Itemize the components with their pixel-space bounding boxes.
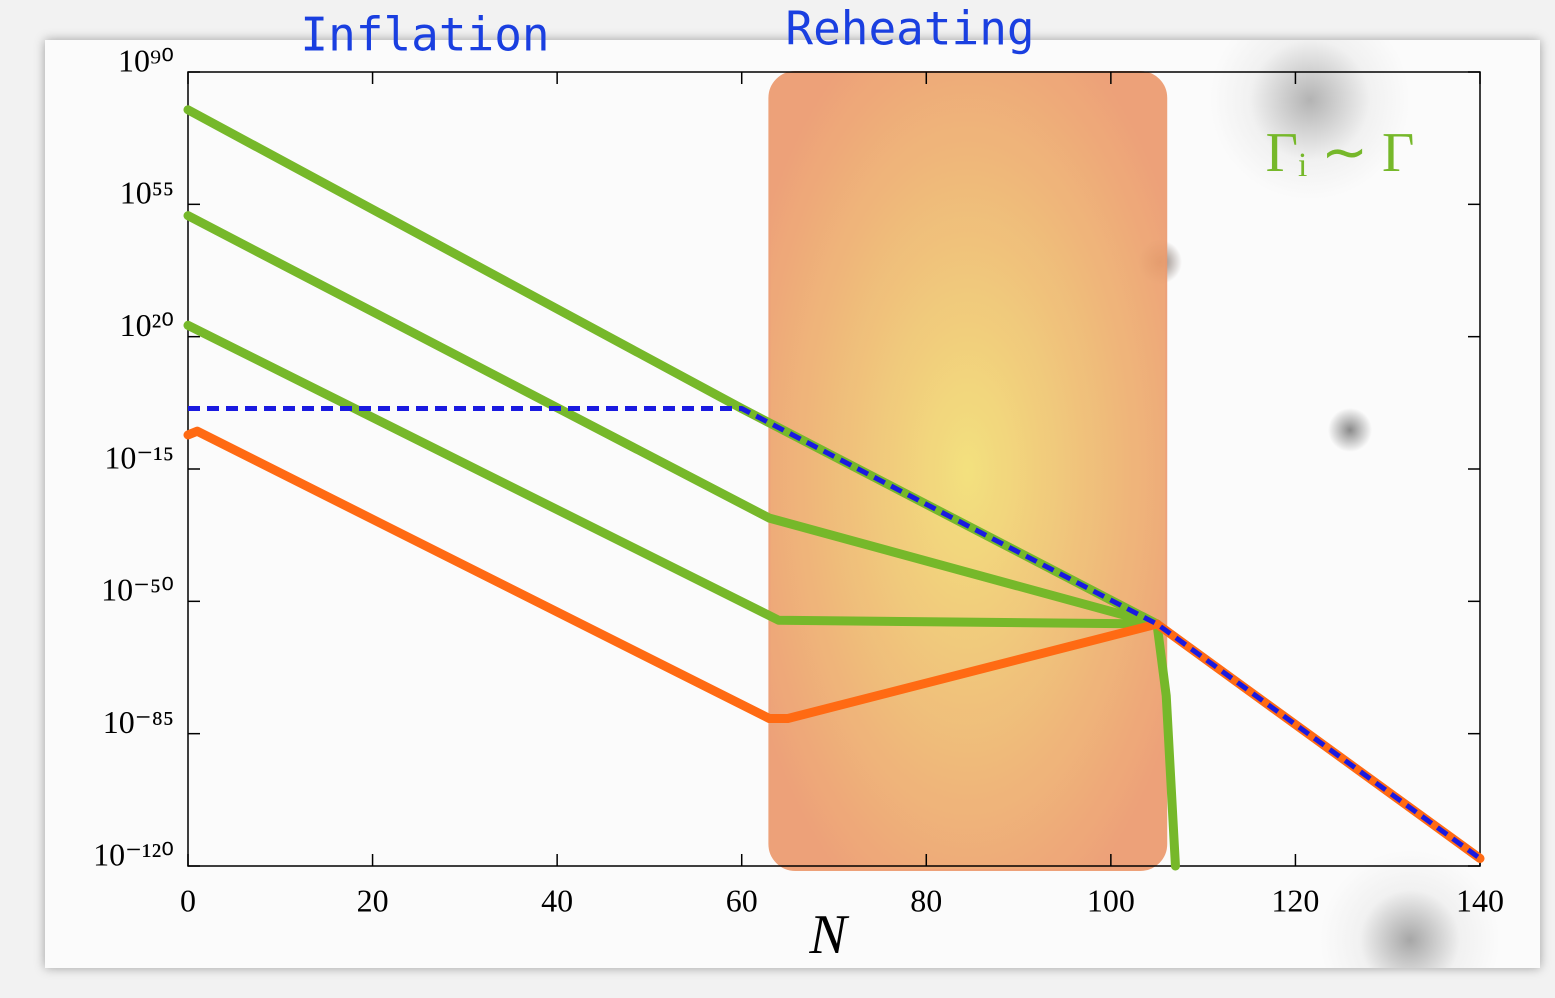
y-tick-label: 10⁻¹⁵	[104, 439, 174, 475]
x-tick-label: 120	[1271, 882, 1319, 918]
x-tick-label: 80	[910, 882, 942, 918]
x-tick-label: 60	[726, 882, 758, 918]
series-line	[183, 211, 1162, 629]
y-tick-label: 10⁵⁵	[120, 175, 174, 211]
x-tick-label: 0	[180, 882, 196, 918]
y-tick-label: 10⁻⁸⁵	[103, 704, 174, 740]
annotation: Inflation	[300, 8, 549, 62]
x-axis-label: N	[808, 904, 849, 966]
y-tick-label: 10⁻¹²⁰	[93, 836, 174, 872]
series-line	[188, 406, 1482, 861]
series-line	[183, 320, 1162, 629]
y-tick-label: 10⁹⁰	[118, 42, 174, 78]
x-tick-label: 20	[357, 882, 389, 918]
y-tick-label: 10⁻⁵⁰	[101, 572, 174, 608]
x-tick-label: 140	[1456, 882, 1504, 918]
x-tick-label: 40	[541, 882, 573, 918]
annotation: Reheating	[785, 2, 1034, 56]
y-tick-label: 10²⁰	[120, 307, 174, 343]
x-tick-label: 100	[1087, 882, 1135, 918]
annotation: Γᵢ ∼ Γ	[1266, 122, 1415, 184]
highlight-region	[768, 71, 1168, 871]
